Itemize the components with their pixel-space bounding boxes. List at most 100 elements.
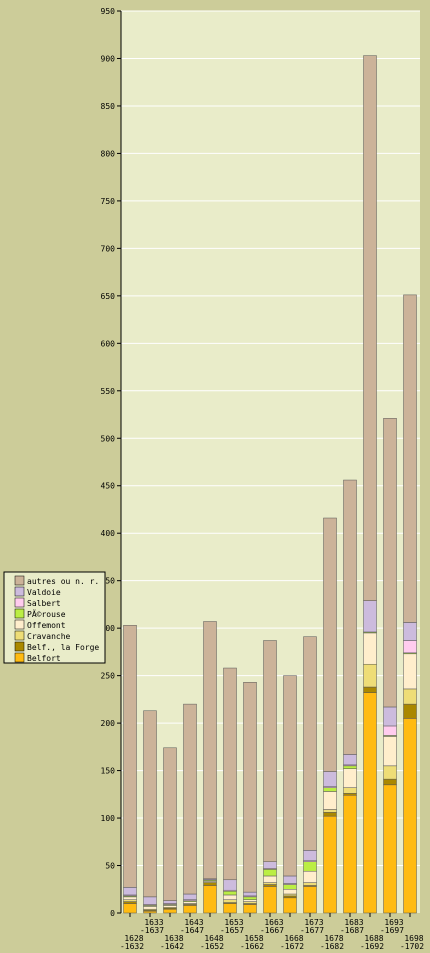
- bar-segment: [203, 885, 217, 914]
- x-tick-label: 1683: [344, 918, 363, 927]
- bar-segment: [263, 861, 277, 869]
- bar-segment: [203, 621, 217, 880]
- y-tick-label: 50: [105, 862, 115, 871]
- x-tick-label: -1667: [260, 926, 284, 935]
- bar-segment: [403, 640, 417, 654]
- bar-segment: [323, 517, 337, 772]
- bar-segment: [263, 640, 277, 862]
- legend-swatch: [14, 575, 25, 586]
- x-tick-label: 1673: [304, 918, 323, 927]
- bar-segment: [303, 886, 317, 914]
- bar-segment: [223, 667, 237, 881]
- y-tick-label: 300: [101, 624, 116, 633]
- x-tick-label: 1648: [204, 934, 223, 943]
- legend-swatch: [14, 630, 25, 641]
- bar-segment: [323, 787, 337, 792]
- bar-segment: [163, 905, 177, 908]
- x-tick-label: -1642: [160, 942, 184, 951]
- bar-segment: [383, 418, 397, 708]
- bar-segment: [403, 703, 417, 719]
- bar-segment: [323, 812, 337, 817]
- bar-segment: [283, 875, 297, 884]
- bar-segment: [283, 889, 297, 895]
- bar-segment: [283, 884, 297, 890]
- x-tick-label: 1628: [124, 934, 143, 943]
- x-tick-label: 1678: [324, 934, 343, 943]
- bar-segment: [323, 815, 337, 914]
- bar-segment: [343, 795, 357, 914]
- bar-segment: [323, 791, 337, 810]
- bar-segment: [303, 850, 317, 862]
- bar-segment: [383, 706, 397, 727]
- y-tick-label: 950: [101, 7, 116, 16]
- bar-segment: [263, 875, 277, 883]
- bar-segment: [363, 692, 377, 914]
- legend-swatch: [14, 652, 25, 663]
- y-tick-label: 450: [101, 482, 116, 491]
- bar-segment: [283, 895, 297, 899]
- bar-segment: [383, 736, 397, 767]
- y-tick-label: 700: [101, 244, 116, 253]
- y-tick-label: 800: [101, 149, 116, 158]
- x-tick-label: -1662: [240, 942, 264, 951]
- legend-swatch: [14, 641, 25, 652]
- y-tick-label: 850: [101, 102, 116, 111]
- legend-swatch: [14, 597, 25, 608]
- legend-label: PÃ©rouse: [27, 609, 66, 619]
- x-tick-label: -1657: [220, 926, 244, 935]
- y-tick-label: 350: [101, 577, 116, 586]
- x-tick-label: 1693: [384, 918, 403, 927]
- y-tick-label: 600: [101, 339, 116, 348]
- x-tick-label: 1643: [184, 918, 203, 927]
- legend-label: Belf., la Forge: [27, 643, 99, 652]
- bar-segment: [203, 882, 217, 886]
- bar-segment: [243, 899, 257, 902]
- bar-segment: [283, 897, 297, 914]
- x-tick-label: -1647: [180, 926, 204, 935]
- bar-segment: [223, 890, 237, 896]
- y-tick-label: 900: [101, 54, 116, 63]
- y-tick-label: 650: [101, 292, 116, 301]
- bar-segment: [363, 686, 377, 693]
- bar-segment: [403, 622, 417, 641]
- bar-segment: [143, 910, 157, 914]
- bar-segment: [383, 765, 397, 780]
- bar-segment: [283, 675, 297, 877]
- legend-label: autres ou n. r.: [27, 577, 99, 586]
- bar-segment: [343, 765, 357, 769]
- x-tick-label: -1637: [140, 926, 164, 935]
- x-tick-label: -1652: [200, 942, 224, 951]
- x-tick-label: 1663: [264, 918, 283, 927]
- bar-segment: [243, 682, 257, 893]
- bar-segment: [163, 900, 177, 904]
- y-tick-label: 0: [110, 909, 115, 918]
- x-tick-label: -1677: [300, 926, 324, 935]
- legend-swatch: [14, 608, 25, 619]
- y-axis-tick-labels: 0 50 100 150 200 250 300 350 400 450 500 550 600 650 7…: [101, 7, 121, 918]
- x-tick-label: 1638: [164, 934, 183, 943]
- bar-segment: [223, 903, 237, 914]
- bar-segment: [183, 893, 197, 900]
- bar-segment: [223, 899, 237, 903]
- legend-label: Valdoie: [27, 588, 61, 597]
- y-tick-label: 750: [101, 197, 116, 206]
- bar-segment: [263, 869, 277, 877]
- x-tick-label: -1702: [400, 942, 424, 951]
- bar-segment: [363, 663, 377, 688]
- bar-segment: [183, 703, 197, 895]
- legend-label: Belfort: [27, 654, 61, 663]
- bar-segment: [303, 882, 317, 886]
- bar-segment: [343, 793, 357, 796]
- bar-segment: [283, 893, 297, 897]
- x-tick-label: -1632: [120, 942, 144, 951]
- bar-segment: [383, 778, 397, 786]
- bars: [123, 55, 417, 914]
- bar-segment: [123, 896, 137, 900]
- x-tick-label: 1633: [144, 918, 163, 927]
- x-tick-label: -1672: [280, 942, 304, 951]
- legend-swatch: [14, 586, 25, 597]
- bar-segment: [183, 901, 197, 904]
- x-tick-label: -1682: [320, 942, 344, 951]
